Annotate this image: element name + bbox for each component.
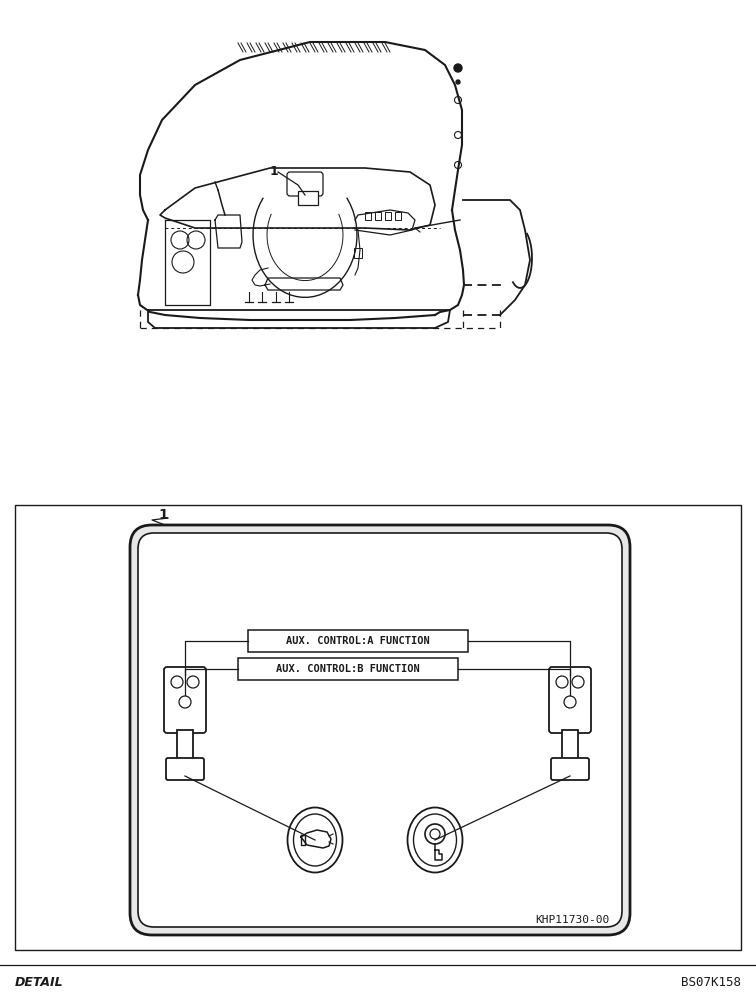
Text: 1: 1 [270, 165, 279, 178]
FancyBboxPatch shape [551, 758, 589, 780]
Text: KHP11730-00: KHP11730-00 [536, 915, 610, 925]
Bar [354, 248, 362, 258]
FancyBboxPatch shape [166, 758, 204, 780]
FancyBboxPatch shape [164, 667, 206, 733]
Bar [395, 212, 401, 220]
Text: AUX. CONTROL:A FUNCTION: AUX. CONTROL:A FUNCTION [286, 636, 430, 646]
FancyBboxPatch shape [130, 525, 630, 935]
Text: DETAIL: DETAIL [15, 976, 64, 988]
Bar [562, 730, 578, 760]
Bar [375, 212, 381, 220]
Bar [365, 212, 371, 220]
Text: BS07K158: BS07K158 [681, 976, 741, 988]
Bar [248, 630, 468, 652]
Circle shape [456, 80, 460, 84]
FancyBboxPatch shape [549, 667, 591, 733]
FancyBboxPatch shape [287, 172, 323, 196]
Text: AUX. CONTROL:B FUNCTION: AUX. CONTROL:B FUNCTION [276, 664, 420, 674]
FancyBboxPatch shape [138, 533, 622, 927]
Bar [238, 658, 458, 680]
Circle shape [454, 64, 462, 72]
Bar [177, 730, 193, 760]
Bar [298, 191, 318, 205]
Text: 1: 1 [158, 508, 168, 522]
Bar [15, 505, 741, 950]
Bar [385, 212, 391, 220]
